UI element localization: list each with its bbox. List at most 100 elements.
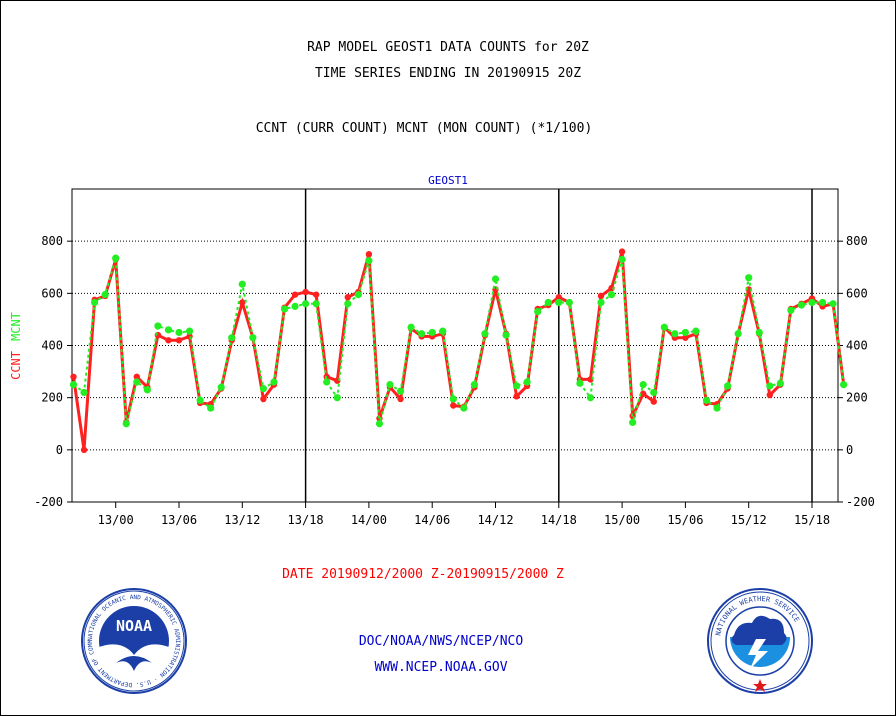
data-point-mcnt <box>607 291 616 299</box>
x-tick-label: 14/00 <box>351 513 387 527</box>
x-tick-label: 13/06 <box>161 513 197 527</box>
data-point-mcnt <box>439 327 447 335</box>
y-axis-label: CCNT MCNT <box>9 312 23 380</box>
data-point-ccnt <box>133 373 140 380</box>
data-point-ccnt <box>239 299 246 306</box>
y-tick-label: -200 <box>846 495 875 509</box>
data-point-mcnt <box>766 382 774 390</box>
panel-title: GEOST1 <box>428 174 468 187</box>
chart-subtitle: CCNT (CURR COUNT) MCNT (MON COUNT) (*1/1… <box>256 121 593 136</box>
data-point-mcnt <box>491 275 500 283</box>
noaa-logo: NATIONAL OCEANIC AND ATMOSPHERIC ADMINIS… <box>81 588 187 694</box>
chart-title-line2: TIME SERIES ENDING IN 20190915 20Z <box>315 66 581 81</box>
data-point-mcnt <box>555 298 563 307</box>
data-point-mcnt <box>702 396 711 404</box>
data-point-mcnt <box>660 323 668 331</box>
data-point-mcnt <box>280 305 289 313</box>
data-point-ccnt <box>291 291 299 298</box>
data-point-ccnt <box>70 373 77 380</box>
data-point-ccnt <box>80 446 88 454</box>
date-range-label: DATE 20190912/2000 Z-20190915/2000 Z <box>282 567 564 582</box>
grid-lines <box>72 240 838 451</box>
x-tick-label: 15/18 <box>794 513 830 527</box>
data-point-ccnt <box>618 248 626 255</box>
data-point-mcnt <box>745 274 753 282</box>
y-tick-label: 200 <box>41 391 63 405</box>
data-point-ccnt <box>302 288 309 296</box>
website-link[interactable]: WWW.NCEP.NOAA.GOV <box>374 660 507 675</box>
data-point-mcnt <box>565 298 573 307</box>
y-tick-label: 800 <box>41 234 63 248</box>
data-point-mcnt <box>724 382 732 390</box>
data-point-mcnt <box>481 330 489 338</box>
data-point-mcnt <box>576 379 584 387</box>
data-point-mcnt <box>270 378 278 386</box>
data-point-ccnt <box>165 337 172 344</box>
data-point-ccnt <box>260 395 267 403</box>
data-point-mcnt <box>175 328 183 337</box>
y-tick-label: 0 <box>56 443 63 457</box>
x-tick-label: 14/18 <box>541 513 577 527</box>
data-point-mcnt <box>681 328 690 337</box>
y-axis-right: -200 0 200 400 600 800 <box>838 234 875 509</box>
data-point-mcnt <box>354 291 362 299</box>
data-point-mcnt <box>344 300 352 308</box>
data-point-mcnt <box>449 395 457 403</box>
x-tick-label: 15/06 <box>667 513 703 527</box>
data-point-mcnt <box>396 387 405 395</box>
data-point-mcnt <box>91 298 99 307</box>
data-point-mcnt <box>365 257 373 265</box>
data-point-mcnt <box>407 323 415 331</box>
data-point-mcnt <box>671 330 679 338</box>
data-point-mcnt <box>418 330 426 338</box>
x-tick-label: 13/12 <box>224 513 260 527</box>
data-point-mcnt <box>196 396 204 404</box>
series-line-ccnt <box>72 251 846 451</box>
data-point-mcnt <box>291 302 299 310</box>
data-point-ccnt <box>608 284 615 292</box>
x-tick-label: 13/00 <box>98 513 134 527</box>
data-point-ccnt <box>450 402 457 409</box>
data-point-mcnt <box>502 331 510 339</box>
data-point-mcnt <box>470 381 478 389</box>
data-point-mcnt <box>639 381 647 389</box>
data-point-mcnt <box>228 334 236 342</box>
y-tick-label: 0 <box>846 443 853 457</box>
data-point-mcnt <box>818 298 827 307</box>
x-tick-label: 14/06 <box>414 513 450 527</box>
data-point-mcnt <box>154 322 162 330</box>
chart-title-line1: RAP MODEL GEOST1 DATA COUNTS for 20Z <box>307 40 589 55</box>
data-point-mcnt <box>207 404 215 412</box>
data-point-ccnt <box>682 334 689 341</box>
data-point-mcnt <box>713 404 721 412</box>
nws-logo: NATIONAL WEATHER SERVICE <box>707 588 813 694</box>
data-point-mcnt <box>829 300 837 308</box>
data-point-mcnt <box>523 378 531 386</box>
data-point-mcnt <box>80 388 88 397</box>
y-tick-label: 800 <box>846 234 868 248</box>
data-point-mcnt <box>259 384 267 393</box>
data-point-mcnt <box>164 326 173 334</box>
data-point-mcnt <box>69 381 78 389</box>
data-point-mcnt <box>755 328 763 337</box>
data-point-mcnt <box>302 300 310 308</box>
data-point-mcnt <box>375 420 384 428</box>
agency-link[interactable]: DOC/NOAA/NWS/NCEP/NCO <box>359 634 524 649</box>
data-point-mcnt <box>323 378 331 386</box>
y-tick-label: 200 <box>846 391 868 405</box>
data-point-mcnt <box>249 334 257 342</box>
y-tick-label: 400 <box>41 339 63 353</box>
data-point-ccnt <box>175 337 183 344</box>
x-tick-label: 15/12 <box>731 513 767 527</box>
data-point-mcnt <box>133 378 141 386</box>
y-tick-label: 400 <box>846 339 868 353</box>
data-point-ccnt <box>640 390 647 397</box>
data-point-mcnt <box>586 394 595 402</box>
data-point-mcnt <box>597 298 605 307</box>
data-point-mcnt <box>143 386 151 394</box>
data-point-mcnt <box>797 301 806 309</box>
data-point-mcnt <box>840 381 848 389</box>
data-point-ccnt <box>650 398 657 405</box>
data-point-mcnt <box>513 382 521 390</box>
x-tick-label: 14/12 <box>477 513 513 527</box>
